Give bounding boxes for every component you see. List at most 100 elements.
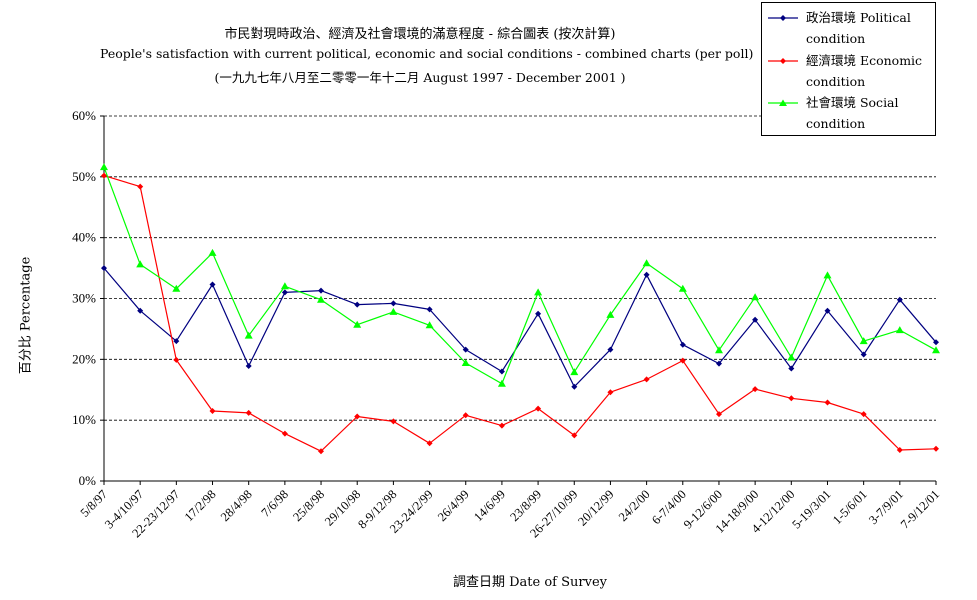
data-point-political: [860, 351, 867, 358]
data-point-political: [535, 310, 542, 317]
legend-label-line2: condition: [806, 74, 866, 89]
x-tick-label: 28/4/98: [218, 487, 255, 524]
data-point-political: [281, 289, 288, 296]
data-point-economic: [716, 411, 722, 418]
data-point-political: [245, 363, 252, 369]
data-point-political: [137, 307, 144, 314]
data-point-economic: [281, 430, 288, 437]
legend-item-political: 政治環境 Political condition: [762, 7, 934, 49]
data-point-political: [498, 368, 505, 375]
series-line-political: [103, 267, 937, 388]
data-point-economic: [498, 422, 505, 429]
data-point-economic: [173, 356, 180, 363]
data-point-political: [354, 301, 361, 308]
data-point-economic: [788, 395, 795, 402]
axes: [100, 115, 937, 485]
chart-date-range: (一九九七年八月至二零零一年十二月 August 1997 - December…: [214, 70, 626, 85]
data-point-social: [787, 353, 796, 361]
data-point-social: [751, 293, 760, 301]
data-point-social: [389, 307, 398, 315]
legend-label: 經濟環境 Economic: [806, 53, 923, 68]
data-point-economic: [896, 447, 903, 453]
y-tick-label: 60%: [72, 108, 96, 123]
series: [100, 163, 940, 455]
series-line-social: [103, 166, 937, 385]
data-point-political: [173, 338, 180, 345]
data-point-social: [570, 368, 579, 376]
x-tick-label: 1-5/6/01: [830, 487, 870, 527]
x-axis-label: 調查日期 Date of Survey: [452, 575, 607, 590]
data-point-social: [895, 326, 904, 334]
x-tick-label: 5/8/97: [78, 487, 110, 519]
chart-subtitle: People's satisfaction with current polit…: [100, 46, 754, 61]
data-point-economic: [209, 408, 216, 414]
data-point-social: [280, 282, 289, 290]
data-point-social: [534, 288, 543, 296]
tick-labels: 0%10%20%30%40%50%60%5/8/973-4/10/9722-23…: [72, 108, 942, 540]
data-point-social: [317, 295, 325, 303]
data-point-political: [101, 265, 107, 272]
data-point-economic: [607, 389, 614, 396]
data-point-social: [823, 271, 832, 279]
chart-title: 市民對現時政治、經濟及社會環境的滿意程度 - 綜合圖表 (按次計算): [224, 27, 616, 42]
data-point-social: [859, 337, 868, 345]
y-axis-label: 百分比 Percentage: [18, 256, 34, 375]
data-point-political: [209, 281, 216, 288]
gridlines: [104, 115, 936, 421]
legend-label: 社會環境 Social: [806, 95, 899, 110]
data-point-economic: [860, 411, 867, 418]
legend-label-line2: condition: [806, 31, 866, 46]
data-point-political: [933, 339, 939, 346]
data-point-political: [571, 383, 578, 390]
data-point-economic: [245, 409, 252, 416]
x-tick-label: 20/12/99: [575, 487, 616, 528]
data-point-economic: [318, 448, 324, 455]
data-point-political: [679, 341, 686, 348]
data-point-political: [896, 296, 903, 303]
data-point-social: [353, 320, 362, 328]
data-point-social: [642, 259, 651, 267]
data-point-economic: [643, 376, 650, 383]
data-point-social: [136, 260, 145, 268]
data-point-economic: [137, 183, 144, 190]
data-point-political: [462, 346, 469, 353]
series-line-economic: [103, 175, 937, 452]
data-point-political: [716, 360, 722, 367]
data-point-social: [606, 310, 615, 318]
data-point-economic: [390, 418, 397, 425]
data-point-social: [678, 284, 687, 292]
data-point-political: [752, 316, 759, 323]
legend-key-political: [768, 15, 798, 21]
data-point-economic: [752, 386, 759, 393]
x-tick-label: 5-19/3/01: [789, 487, 833, 531]
x-tick-label: 14/6/99: [471, 487, 508, 524]
data-point-economic: [426, 440, 433, 447]
data-point-political: [318, 287, 324, 294]
data-point-social: [244, 331, 253, 339]
legend-label-line2: condition: [806, 116, 866, 131]
data-point-economic: [571, 432, 578, 439]
data-point-political: [607, 346, 614, 353]
y-tick-label: 50%: [72, 169, 96, 184]
y-tick-label: 0%: [79, 473, 97, 488]
data-point-political: [824, 307, 831, 314]
data-point-economic: [933, 445, 939, 452]
legend: 政治環境 Political condition 經濟環境 Economic c…: [761, 2, 936, 136]
legend-item-social: 社會環境 Social condition: [762, 92, 934, 134]
data-point-political: [643, 271, 650, 278]
legend-key-social: [768, 99, 798, 106]
data-point-political: [788, 365, 795, 372]
data-point-economic: [354, 413, 361, 420]
data-point-economic: [462, 412, 469, 419]
data-point-economic: [679, 357, 686, 364]
legend-label: 政治環境 Political: [806, 10, 911, 25]
data-point-social: [497, 379, 506, 387]
data-point-social: [461, 359, 470, 366]
y-tick-label: 30%: [72, 291, 96, 306]
data-point-economic: [101, 172, 107, 179]
data-point-economic: [824, 399, 831, 406]
data-point-political: [390, 300, 397, 307]
legend-item-economic: 經濟環境 Economic condition: [762, 50, 934, 92]
data-point-social: [172, 284, 181, 292]
